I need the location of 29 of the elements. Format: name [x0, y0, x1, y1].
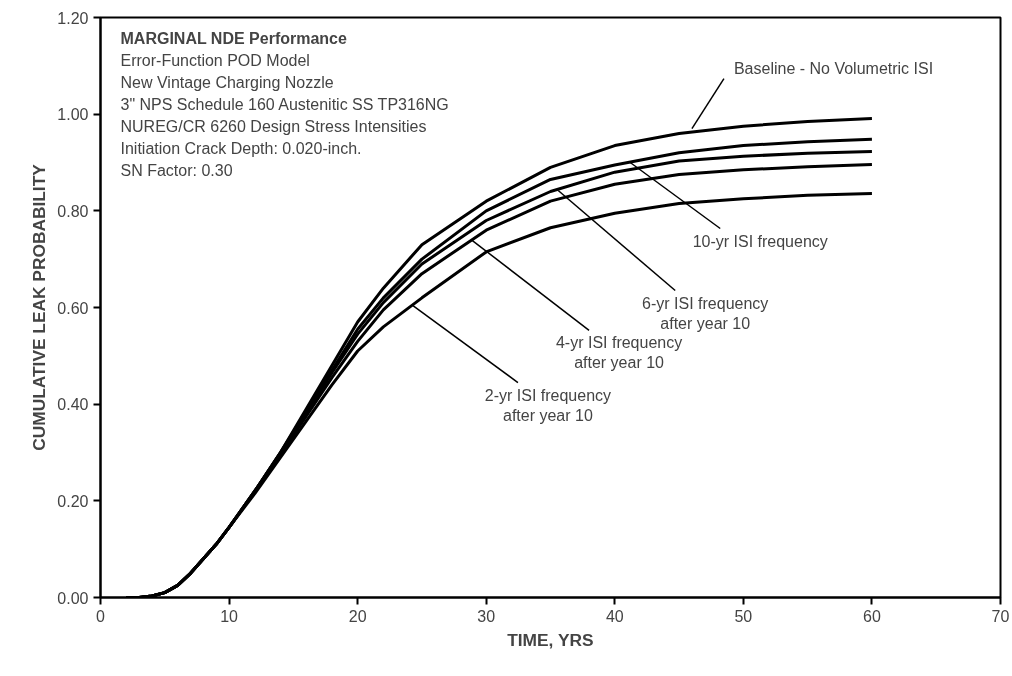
annotation: NUREG/CR 6260 Design Stress Intensities — [120, 117, 427, 135]
x-tick-label: 20 — [348, 607, 367, 625]
x-tick-label: 10 — [220, 607, 239, 625]
annotation: 3" NPS Schedule 160 Austenitic SS TP316NG — [120, 95, 449, 113]
x-tick-label: 0 — [96, 607, 106, 625]
annotation: 2-yr ISI frequency after year 10 — [484, 386, 612, 424]
x-tick-label: 30 — [477, 607, 496, 625]
annotation: New Vintage Charging Nozzle — [120, 73, 334, 91]
text: MARGINAL NDE Performance — [120, 29, 348, 47]
y-tick-label: 0.00 — [57, 589, 89, 607]
x-tick-label: 40 — [605, 607, 624, 625]
y-tick-label: 1.00 — [57, 106, 89, 124]
x-tick-label: 60 — [863, 607, 881, 625]
y-tick-label: 1.20 — [57, 9, 89, 27]
x-tick-label: 70 — [991, 607, 1010, 625]
annotation: 4-yr ISI frequency after year 10 — [555, 334, 683, 372]
annotation: Baseline - No Volumetric ISI — [733, 59, 934, 77]
annotation: 10-yr ISI frequency — [692, 232, 828, 250]
x-tick-label: 50 — [734, 607, 753, 625]
annotation: 6-yr ISI frequency after year 10 — [642, 294, 769, 332]
annotation: SN Factor: 0.30 — [120, 161, 233, 179]
y-tick-label: 0.60 — [57, 299, 89, 317]
x-axis-title: TIME, YRS — [507, 629, 594, 650]
annotation: Initiation Crack Depth: 0.020-inch. — [120, 139, 362, 157]
annotation: Error-Function POD Model — [120, 51, 310, 69]
y-tick-label: 0.20 — [57, 492, 89, 510]
y-tick-label: 0.40 — [57, 396, 89, 414]
y-tick-label: 0.80 — [57, 202, 89, 220]
y-axis-title: CUMULATIVE LEAK PROBABILITY — [29, 163, 50, 451]
